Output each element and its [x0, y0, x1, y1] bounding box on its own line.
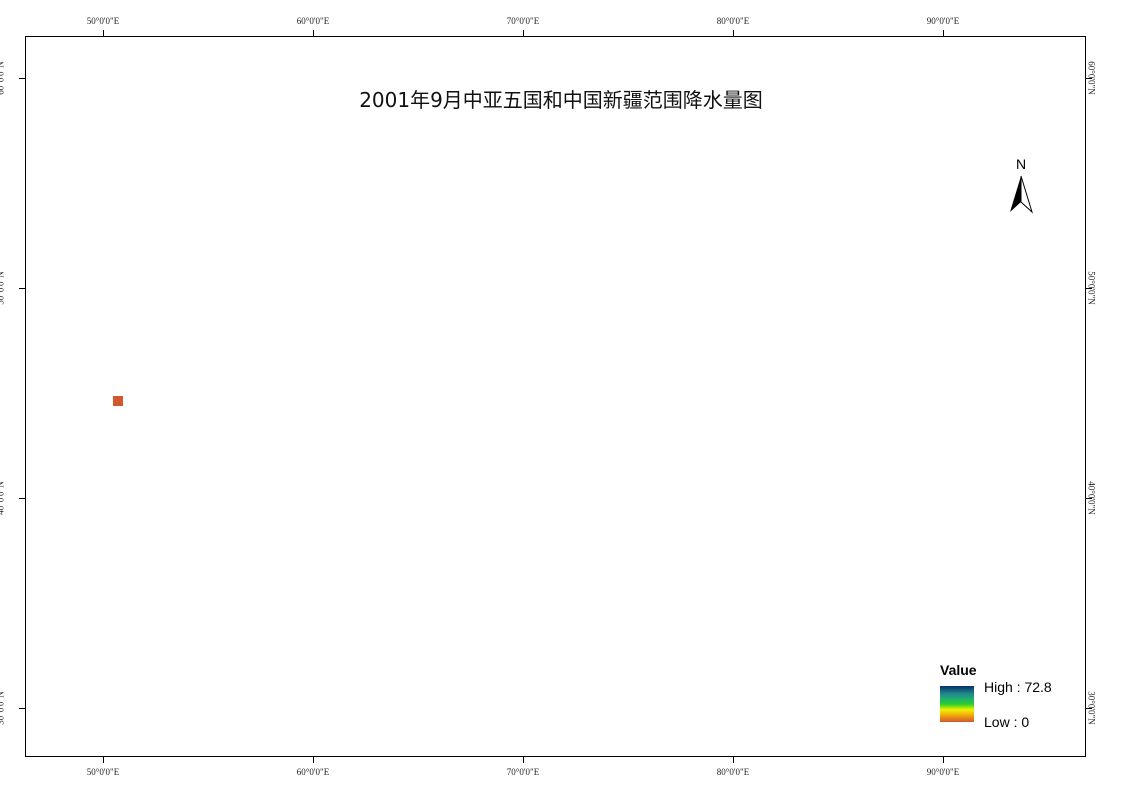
lon-label-top-80: 80°0'0"E — [716, 16, 750, 26]
tick-mark — [103, 757, 104, 763]
lon-label-bottom-50: 50°0'0"E — [86, 767, 120, 777]
tick-mark — [943, 757, 944, 763]
tick-mark — [1086, 708, 1092, 709]
raster-zone-high — [815, 282, 850, 305]
raster-cells — [30, 176, 1070, 616]
tick-mark — [943, 30, 944, 36]
legend-color-ramp — [940, 686, 974, 722]
raster-zone-yellow — [770, 360, 930, 440]
lon-label-bottom-60: 60°0'0"E — [296, 767, 330, 777]
tick-mark — [1086, 78, 1092, 79]
tick-mark — [313, 30, 314, 36]
raster-zone-high — [420, 182, 490, 200]
map-title: 2001年9月中亚五国和中国新疆范围降水量图 — [359, 88, 763, 112]
tick-mark — [733, 757, 734, 763]
raster-zone-orange — [980, 400, 1070, 500]
raster-zone-green — [200, 270, 250, 300]
lon-label-top-70: 70°0'0"E — [506, 16, 540, 26]
legend: Value High : 72.8 Low : 0 — [936, 662, 1076, 742]
tick-mark — [733, 30, 734, 36]
north-arrow-label: N — [1015, 156, 1027, 172]
raster-zone-green — [700, 395, 745, 440]
lon-label-bottom-70: 70°0'0"E — [506, 767, 540, 777]
raster-outlier-cell — [113, 396, 123, 406]
raster-zone-high — [80, 272, 105, 300]
raster-zone-green — [780, 380, 820, 410]
tick-mark — [523, 757, 524, 763]
legend-low-label: Low : 0 — [984, 714, 1030, 730]
raster-zone-teal — [640, 230, 700, 260]
north-arrow-icon — [1010, 175, 1034, 214]
tick-mark — [19, 708, 25, 709]
north-arrow: N — [1004, 156, 1038, 218]
lon-label-top-50: 50°0'0"E — [86, 16, 120, 26]
tick-mark — [19, 498, 25, 499]
lon-label-bottom-80: 80°0'0"E — [716, 767, 750, 777]
legend-title: Value — [940, 662, 977, 678]
tick-mark — [523, 30, 524, 36]
tick-mark — [1086, 498, 1092, 499]
lon-label-bottom-90: 90°0'0"E — [926, 767, 960, 777]
tick-mark — [19, 78, 25, 79]
lon-label-top-90: 90°0'0"E — [926, 16, 960, 26]
tick-mark — [313, 757, 314, 763]
legend-high-label: High : 72.8 — [984, 679, 1052, 695]
raster-zone-orange — [560, 460, 720, 540]
tick-mark — [1086, 288, 1092, 289]
lon-label-top-60: 60°0'0"E — [296, 16, 330, 26]
tick-mark — [19, 288, 25, 289]
tick-mark — [103, 30, 104, 36]
